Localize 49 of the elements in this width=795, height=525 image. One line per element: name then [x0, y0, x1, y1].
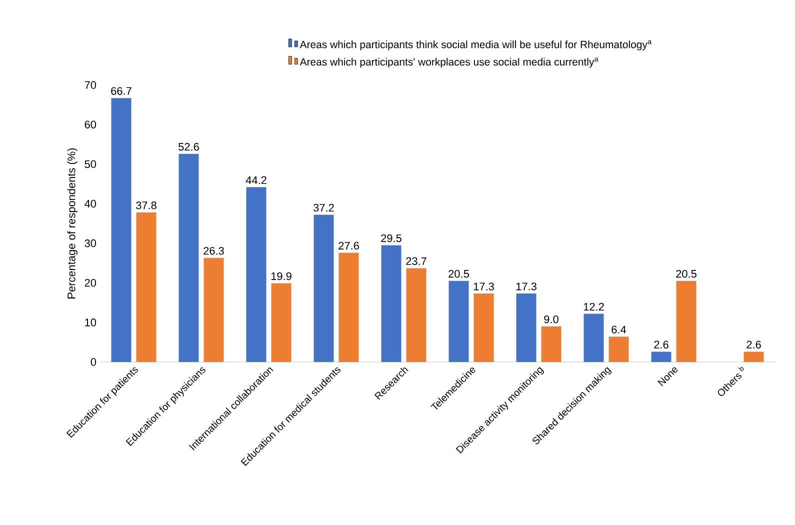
- bar: [541, 326, 562, 362]
- data-label: 66.7: [111, 87, 132, 95]
- data-label: 23.7: [406, 257, 426, 266]
- y-tick-label: 30: [84, 239, 96, 248]
- y-tick-label: 40: [84, 200, 96, 208]
- data-label: 20.5: [448, 270, 469, 278]
- bar: [584, 314, 604, 362]
- data-label: 6.4: [612, 326, 626, 334]
- data-label: 20.5: [676, 270, 696, 278]
- y-tick-label: 70: [84, 81, 96, 89]
- bar: [111, 98, 132, 362]
- y-axis-title: Percentage of respondents (%): [67, 148, 78, 298]
- data-label: 19.9: [271, 272, 292, 280]
- bar: [204, 258, 224, 362]
- bar: [516, 294, 536, 362]
- data-label: 17.3: [474, 282, 494, 290]
- bar: [271, 283, 292, 362]
- bar: [474, 294, 494, 362]
- y-tick-label: 60: [84, 120, 96, 128]
- bar: [381, 245, 402, 362]
- bar: [314, 214, 334, 362]
- y-tick-label: 50: [84, 160, 96, 168]
- data-label: 37.8: [136, 201, 156, 210]
- data-label: 26.3: [204, 246, 224, 255]
- data-label: 29.5: [381, 234, 402, 242]
- bar: [448, 280, 469, 362]
- legend-label: Areas which participants think social media will be useful for Rheumatology$^{a}$: [300, 40, 652, 50]
- y-tick-label: 10: [85, 318, 96, 326]
- data-label: 2.6: [746, 340, 761, 349]
- bar: [338, 252, 359, 362]
- bar: [136, 212, 156, 362]
- data-label: 27.6: [338, 242, 359, 250]
- data-label: 2.6: [654, 340, 668, 349]
- legend-label: Areas which participants' workplaces use social media currently$^{a}$: [300, 58, 598, 68]
- data-label: 12.2: [584, 302, 604, 311]
- data-label: 44.2: [246, 176, 266, 184]
- bar: [406, 268, 426, 362]
- data-label: 52.6: [178, 142, 199, 151]
- bar: [608, 336, 629, 362]
- bar: [676, 280, 696, 362]
- bar: [651, 352, 672, 362]
- data-label: 9.0: [544, 315, 558, 324]
- bar: [246, 187, 266, 362]
- y-tick-label: 20: [84, 278, 96, 287]
- bar: [744, 352, 764, 362]
- data-label: 37.2: [314, 204, 334, 212]
- data-label: 17.3: [516, 282, 536, 290]
- y-tick-label: 0: [90, 358, 96, 366]
- bar: [178, 154, 199, 362]
